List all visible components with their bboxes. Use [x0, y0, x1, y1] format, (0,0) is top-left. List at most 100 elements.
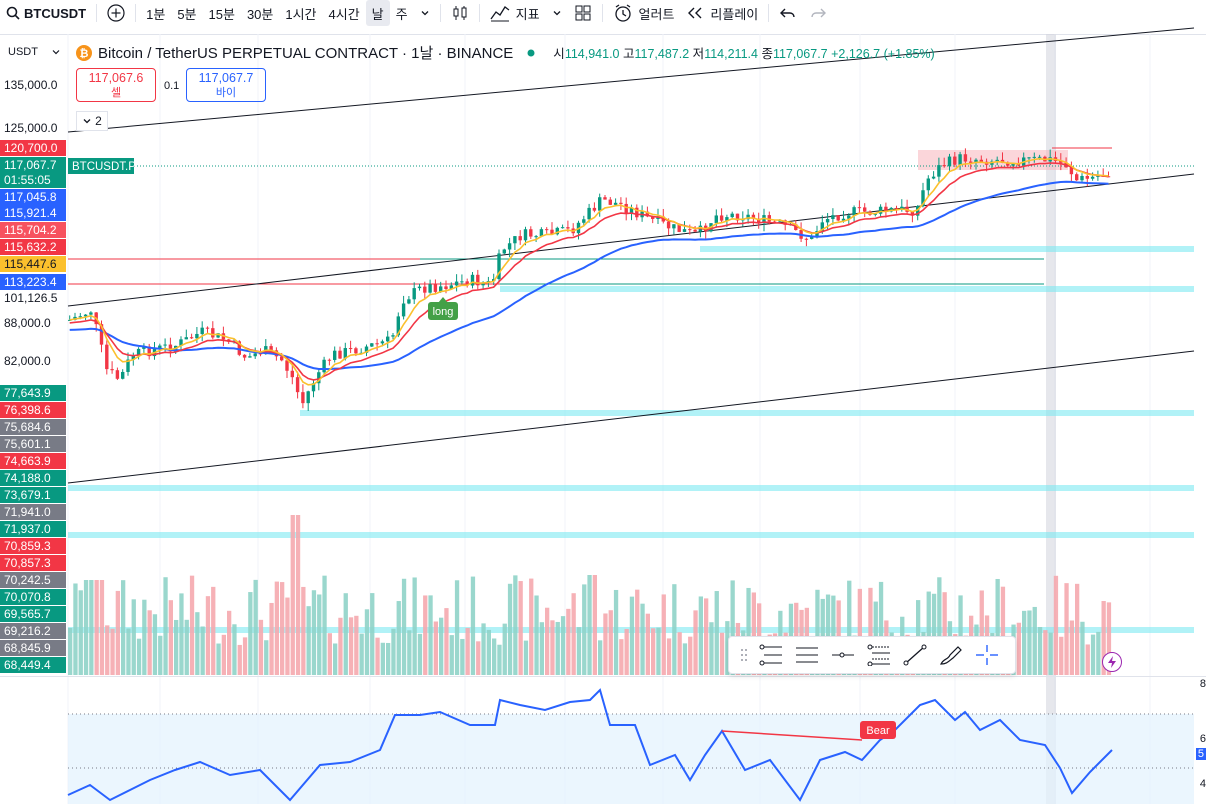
layout-button[interactable]	[568, 0, 598, 26]
interval-1h[interactable]: 1시간	[285, 6, 317, 22]
rsi-band	[68, 714, 1194, 804]
volume-bar	[693, 610, 698, 675]
volume-bar	[481, 623, 486, 675]
volume-bar	[89, 580, 94, 675]
candle-body	[507, 243, 512, 250]
candle-body	[635, 207, 639, 218]
compare-button[interactable]	[101, 0, 131, 26]
candle-body	[343, 348, 347, 359]
volume-bar	[142, 599, 147, 675]
brush-tool[interactable]	[933, 640, 969, 670]
drag-handle[interactable]	[735, 640, 753, 670]
candle-body	[677, 224, 681, 232]
volume-bar	[126, 628, 131, 675]
candle-body	[105, 344, 109, 370]
currency-select[interactable]: USDT	[4, 42, 64, 62]
volume-bar	[121, 580, 126, 675]
volume-bar	[216, 643, 221, 675]
interval-4h[interactable]: 4시간	[328, 6, 360, 22]
volume-bar	[417, 633, 423, 675]
middle-trendline	[67, 173, 1195, 307]
volume-bar	[714, 591, 719, 675]
interval-1d[interactable]: 날	[365, 0, 390, 26]
volume-bar	[661, 594, 666, 675]
volume-bar	[592, 575, 597, 675]
volume-bar	[709, 622, 714, 675]
candle-body	[237, 341, 241, 355]
indicators-button[interactable]: 지표	[484, 0, 546, 26]
volume-bar	[189, 575, 195, 675]
candle-body	[396, 316, 400, 336]
divider	[135, 4, 137, 22]
interval-5m[interactable]: 5분	[177, 6, 197, 22]
candle-body	[248, 356, 252, 358]
candle-body	[857, 207, 862, 209]
buy-button[interactable]: 117,067.7 바이	[186, 68, 266, 102]
volume-bar	[523, 640, 529, 675]
volume-bar	[582, 584, 587, 675]
redo-icon	[811, 8, 827, 18]
candle-body	[539, 229, 544, 237]
interval-15m[interactable]: 15분	[208, 6, 235, 22]
volume-bar	[428, 595, 433, 675]
candle-body	[958, 154, 962, 165]
candle-body	[386, 336, 390, 342]
candle-body	[391, 335, 395, 337]
volume-bar	[1101, 601, 1106, 675]
interval-dropdown[interactable]	[414, 0, 436, 26]
candle-body	[295, 377, 300, 393]
parallel-channel-tool[interactable]	[789, 640, 825, 670]
symbol-title: Bitcoin / TetherUS PERPETUAL CONTRACT · …	[98, 45, 514, 62]
candle-body	[582, 219, 586, 223]
volume-bar	[640, 603, 645, 675]
chart-type-button[interactable]	[445, 0, 475, 26]
grid-lines	[67, 34, 1151, 804]
volume-bar	[227, 610, 232, 675]
candle-body	[1090, 176, 1095, 179]
quick-action-button[interactable]	[1102, 652, 1122, 672]
undo-button[interactable]	[773, 0, 803, 26]
fib-retracement-tool[interactable]	[753, 640, 789, 670]
interval-1w[interactable]: 주	[395, 6, 408, 22]
candle-body	[327, 359, 332, 361]
redo-button[interactable]	[803, 0, 833, 26]
interval-30m[interactable]: 30분	[246, 6, 274, 22]
price-label: 82,000.0	[4, 354, 51, 368]
horizontal-ray-tool[interactable]	[825, 640, 861, 670]
candle-body	[831, 215, 835, 220]
volume-bar	[454, 580, 460, 675]
replay-label: 리플레이	[710, 6, 759, 22]
symbol-search[interactable]: BTCUSDT	[0, 0, 92, 26]
buy-price: 117,067.7	[198, 71, 254, 85]
candle-body	[1037, 156, 1042, 158]
volume-bar	[587, 575, 592, 675]
indicator-templates-dropdown[interactable]	[546, 0, 568, 26]
upper-trendline	[67, 27, 1195, 133]
fib-extension-tool[interactable]	[861, 640, 897, 670]
volume-bar	[979, 590, 984, 675]
interval-1m[interactable]: 1분	[146, 6, 166, 22]
candle-body	[1027, 157, 1031, 159]
price-label: 76,398.6	[0, 402, 66, 418]
rsi-axis-mid: 6	[1199, 733, 1206, 745]
replay-button[interactable]: 리플레이	[680, 0, 764, 26]
volume-bar	[179, 593, 184, 675]
trend-line-icon	[903, 644, 927, 666]
alarm-clock-icon	[614, 4, 631, 22]
moving-average-blue	[69, 180, 1109, 371]
alert-button[interactable]: 얼러트	[607, 0, 681, 26]
volume-bar	[613, 589, 619, 675]
symbol-name: BTCUSDT	[24, 5, 87, 21]
volume-bar	[831, 595, 836, 675]
candle-body	[518, 236, 522, 241]
candle-body	[619, 202, 623, 204]
sell-button[interactable]: 117,067.6 셀	[76, 68, 156, 102]
candle-body	[534, 236, 538, 238]
collapse-indicators-button[interactable]: 2	[76, 111, 108, 131]
crosshair-tool[interactable]	[969, 640, 1005, 670]
trend-line-tool[interactable]	[897, 640, 933, 670]
volume-bar	[465, 627, 470, 675]
volume-bar	[1043, 630, 1048, 675]
candle-body	[502, 249, 506, 254]
